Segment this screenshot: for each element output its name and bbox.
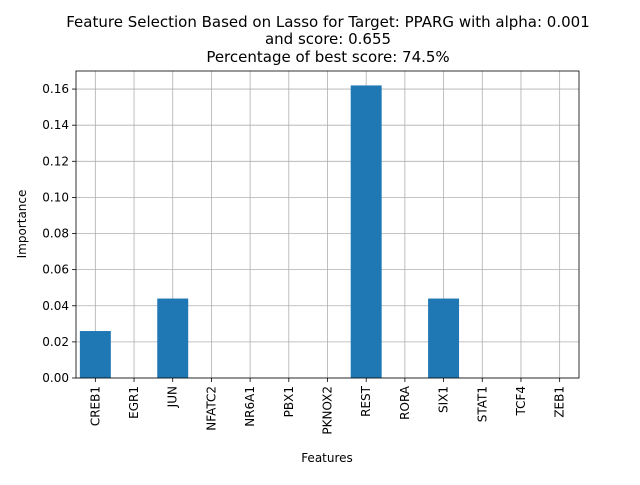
plot-frame bbox=[75, 70, 580, 379]
y-tick-label: 0.10 bbox=[42, 190, 69, 204]
x-tick-label: TCF4 bbox=[514, 386, 528, 417]
y-tick-label: 0.12 bbox=[42, 154, 69, 168]
x-tick-label: PBX1 bbox=[282, 386, 296, 417]
y-tick-label: 0.02 bbox=[42, 335, 69, 349]
y-tick-label: 0.16 bbox=[42, 82, 69, 96]
y-tick-label: 0.06 bbox=[42, 263, 69, 277]
bar-layer bbox=[79, 85, 460, 379]
y-axis-label: Importance bbox=[15, 190, 29, 259]
bar-jun bbox=[157, 298, 189, 378]
x-tick-label: PKNOX2 bbox=[321, 386, 335, 435]
x-tick-label: STAT1 bbox=[475, 386, 489, 422]
y-tick-label: 0.08 bbox=[42, 227, 69, 241]
axis-layer: 0.00 0.02 0.04 0.06 0.08 0.10 0.12 0.14 0.16 CREB… bbox=[42, 70, 580, 435]
chart-title-line-1: Feature Selection Based on Lasso for Tar… bbox=[66, 13, 590, 31]
x-tick-label: EGR1 bbox=[127, 386, 141, 419]
y-tick-label: 0.00 bbox=[42, 371, 69, 385]
x-tick-label: NR6A1 bbox=[243, 386, 257, 427]
x-tick-label: JUN bbox=[166, 386, 180, 408]
bar-rest bbox=[350, 85, 382, 379]
bar-creb1 bbox=[79, 331, 111, 378]
x-tick-label: CREB1 bbox=[88, 386, 102, 426]
x-tick-label: RORA bbox=[398, 385, 412, 420]
bar-six1 bbox=[428, 298, 460, 378]
y-tick-label: 0.14 bbox=[42, 118, 69, 132]
chart-title-line-2: and score: 0.655 bbox=[265, 30, 391, 48]
x-tick-label: NFATC2 bbox=[204, 386, 218, 431]
chart-title-line-3: Percentage of best score: 74.5% bbox=[206, 48, 449, 66]
y-tick-label: 0.04 bbox=[42, 299, 69, 313]
x-axis-label: Features bbox=[301, 451, 353, 465]
x-tick-label: SIX1 bbox=[437, 386, 451, 413]
x-tick-label: ZEB1 bbox=[553, 386, 567, 418]
x-tick-label: REST bbox=[359, 385, 373, 417]
